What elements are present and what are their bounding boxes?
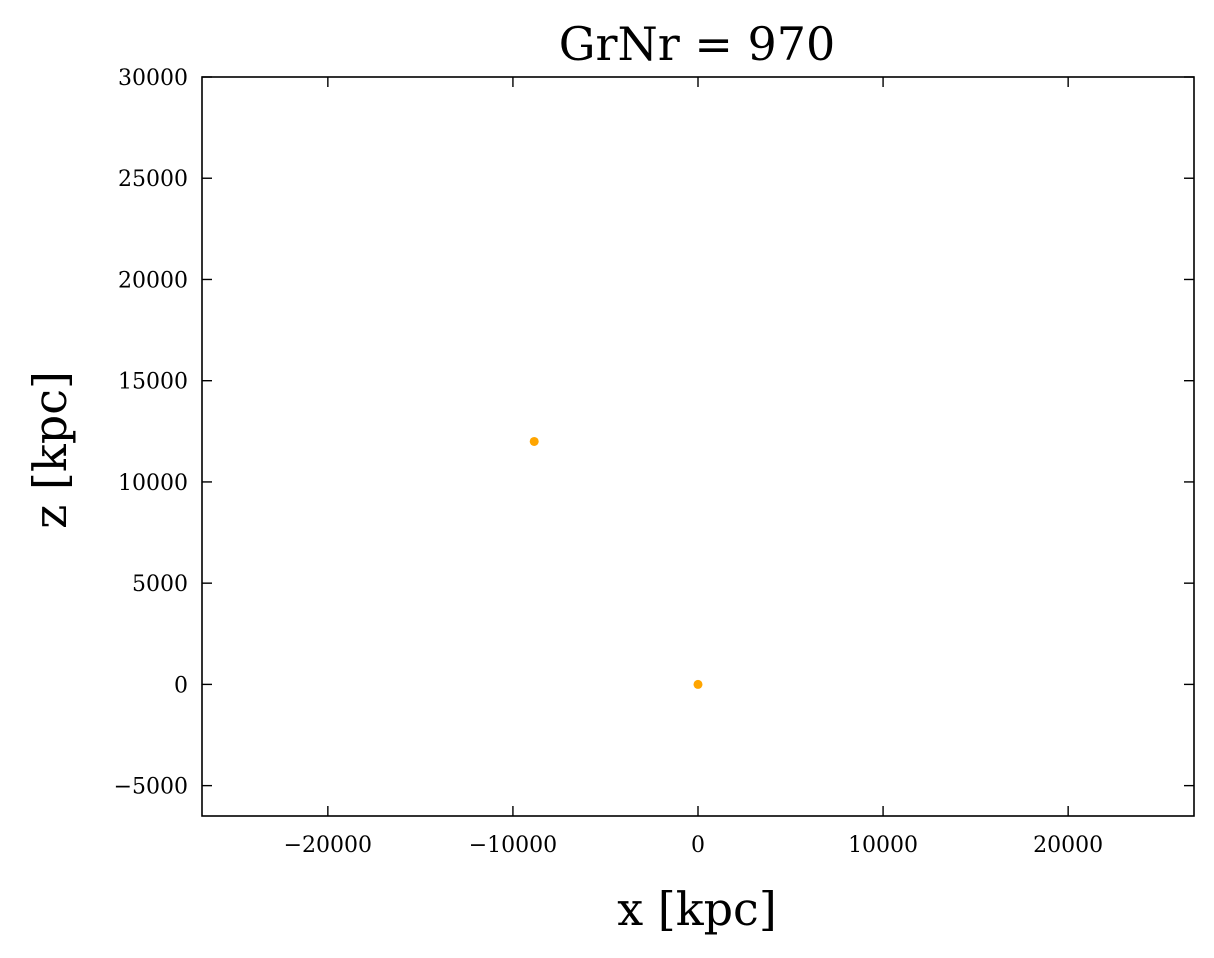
x-tick-label: 0 — [691, 833, 705, 858]
x-axis-label: x [kpc] — [617, 882, 777, 936]
y-tick-label: 30000 — [118, 66, 188, 91]
y-tick-label: 25000 — [118, 167, 188, 192]
x-tick-label: −20000 — [284, 833, 372, 858]
y-axis-label: z [kpc] — [23, 371, 77, 529]
plot-area — [201, 76, 1195, 817]
data-point — [693, 679, 703, 689]
y-tick-label: 5000 — [132, 572, 188, 597]
x-tick-label: 10000 — [848, 833, 918, 858]
data-point — [529, 436, 539, 446]
y-axis-ticks: −5000 0 5000 10000 15000 20000 25000 30000 — [114, 66, 1194, 800]
y-tick-label: 15000 — [118, 370, 188, 395]
y-tick-label: 10000 — [118, 471, 188, 496]
x-tick-label: −10000 — [469, 833, 557, 858]
data-points — [529, 436, 703, 689]
y-tick-label: −5000 — [114, 775, 188, 800]
y-tick-label: 0 — [174, 673, 188, 698]
y-tick-label: 20000 — [118, 268, 188, 293]
chart-title: GrNr = 970 — [559, 17, 836, 71]
x-axis-ticks: −20000 −10000 0 10000 20000 — [284, 77, 1103, 858]
x-tick-label: 20000 — [1033, 833, 1103, 858]
plot-frame — [201, 76, 1195, 817]
